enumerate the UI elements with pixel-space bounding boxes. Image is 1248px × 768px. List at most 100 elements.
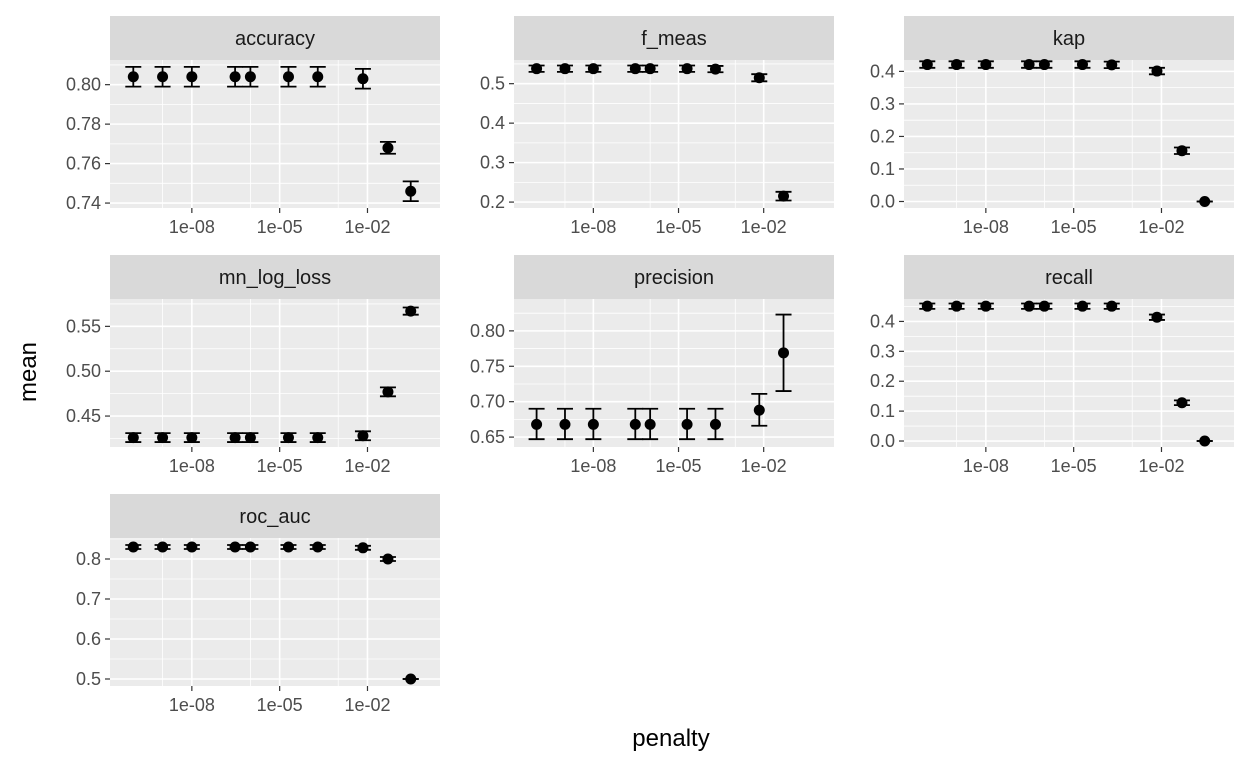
facet-strip-label: kap <box>1053 28 1085 50</box>
data-point <box>531 418 543 430</box>
panel-background <box>110 299 440 447</box>
data-point <box>229 541 241 553</box>
facet-strip <box>514 16 834 60</box>
data-point <box>229 432 241 444</box>
data-point <box>1151 65 1163 77</box>
y-tick-label: 0.50 <box>66 361 101 381</box>
facet-strip-label: precision <box>634 267 714 289</box>
panel-background <box>514 60 834 208</box>
x-tick-label: 1e-08 <box>963 217 1009 237</box>
data-point <box>681 63 693 75</box>
x-tick-label: 1e-05 <box>257 695 303 715</box>
facet-panel-recall: recall 0.0 0.1 0.2 0.3 0.4 1e-08 1e-05 1e-02 <box>870 255 1234 476</box>
data-point <box>644 63 656 75</box>
facet-panel-kap: kap 0.0 0.1 0.2 0.3 0.4 1e-08 1e-05 1e-02 <box>870 16 1234 237</box>
x-tick-label: 1e-02 <box>1138 456 1184 476</box>
data-point <box>559 63 571 75</box>
data-point <box>681 418 693 430</box>
data-point <box>1038 59 1050 71</box>
x-tick-label: 1e-05 <box>656 217 702 237</box>
y-tick-label: 0.45 <box>66 406 101 426</box>
facet-strip-label: accuracy <box>235 28 315 50</box>
y-tick-label: 0.1 <box>870 159 895 179</box>
facet-strip <box>514 255 834 299</box>
y-tick-label: 0.3 <box>870 341 895 361</box>
y-tick-label: 0.74 <box>66 193 101 213</box>
data-point <box>709 63 721 75</box>
data-point <box>157 432 169 444</box>
facet-strip <box>904 255 1234 299</box>
data-point <box>644 418 656 430</box>
data-point <box>1076 59 1088 71</box>
data-point <box>282 432 294 444</box>
data-point <box>629 418 641 430</box>
data-point <box>1076 300 1088 312</box>
y-tick-label: 0.2 <box>480 192 505 212</box>
data-point <box>357 542 369 554</box>
data-point <box>382 142 394 154</box>
data-point <box>980 59 992 71</box>
y-tick-label: 0.2 <box>870 126 895 146</box>
y-tick-label: 0.3 <box>480 153 505 173</box>
y-tick-label: 0.7 <box>76 589 101 609</box>
x-tick-label: 1e-02 <box>741 217 787 237</box>
data-point <box>951 300 963 312</box>
data-point <box>1176 397 1188 409</box>
data-point <box>157 71 169 83</box>
data-point <box>405 305 417 317</box>
data-point <box>405 673 417 685</box>
x-tick-label: 1e-05 <box>656 456 702 476</box>
data-point <box>951 59 963 71</box>
y-tick-label: 0.0 <box>870 191 895 211</box>
facet-panel-mn_log_loss: mn_log_loss 0.45 0.50 0.55 1e-08 1e-05 1e-02 <box>66 255 440 476</box>
y-tick-label: 0.2 <box>870 371 895 391</box>
data-point <box>753 72 765 84</box>
data-point <box>1023 59 1035 71</box>
data-point <box>282 71 294 83</box>
data-point <box>244 432 256 444</box>
data-point <box>1176 145 1188 157</box>
y-tick-label: 0.0 <box>870 431 895 451</box>
y-tick-label: 0.78 <box>66 114 101 134</box>
data-point <box>587 63 599 75</box>
y-tick-label: 0.5 <box>480 74 505 94</box>
y-tick-label: 0.80 <box>66 75 101 95</box>
data-point <box>186 432 198 444</box>
x-tick-label: 1e-05 <box>257 217 303 237</box>
y-tick-label: 0.3 <box>870 94 895 114</box>
data-point <box>405 185 417 197</box>
data-point <box>244 71 256 83</box>
x-tick-label: 1e-05 <box>1051 217 1097 237</box>
x-tick-label: 1e-08 <box>169 217 215 237</box>
x-tick-label: 1e-02 <box>344 217 390 237</box>
data-point <box>921 300 933 312</box>
data-point <box>312 541 324 553</box>
data-point <box>157 541 169 553</box>
data-point <box>1106 300 1118 312</box>
data-point <box>282 541 294 553</box>
facet-strip <box>110 16 440 60</box>
y-tick-label: 0.4 <box>870 311 895 331</box>
data-point <box>559 418 571 430</box>
data-point <box>312 432 324 444</box>
data-point <box>1199 195 1211 207</box>
y-tick-label: 0.75 <box>470 356 505 376</box>
data-point <box>312 71 324 83</box>
y-tick-label: 0.6 <box>76 629 101 649</box>
y-tick-label: 0.76 <box>66 154 101 174</box>
x-tick-label: 1e-08 <box>169 695 215 715</box>
y-tick-label: 0.55 <box>66 316 101 336</box>
data-point <box>1151 311 1163 323</box>
data-point <box>229 71 241 83</box>
y-tick-label: 0.5 <box>76 669 101 689</box>
data-point <box>980 300 992 312</box>
data-point <box>127 541 139 553</box>
facet-panel-f_meas: f_meas 0.2 0.3 0.4 0.5 1e-08 1e-05 1e-02 <box>480 16 834 237</box>
y-tick-label: 0.4 <box>480 113 505 133</box>
facet-panel-accuracy: accuracy 0.74 0.76 0.78 0.80 1e-08 1e-05 1e-02 <box>66 16 440 237</box>
data-point <box>1038 300 1050 312</box>
y-axis-title: mean <box>15 342 42 402</box>
x-tick-label: 1e-08 <box>169 456 215 476</box>
data-point <box>127 71 139 83</box>
